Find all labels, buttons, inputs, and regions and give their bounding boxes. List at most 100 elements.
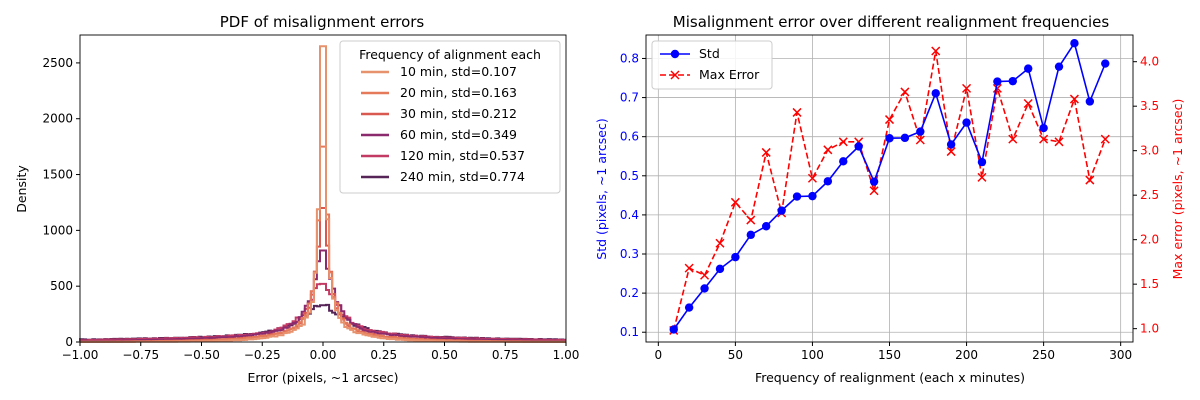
chart1-x-axis-label: Error (pixels, ~1 arcsec) — [247, 370, 398, 385]
chart2-left-y-tick-label: 0.8 — [620, 51, 639, 65]
chart2-x-ticks: 0 50 100 150 200 250 300 — [655, 342, 1132, 362]
histogram-series-5 — [79, 303, 566, 342]
max-error-point — [869, 186, 879, 196]
std-point — [1101, 59, 1110, 68]
chart2-right-y-tick-label: 1.0 — [1140, 322, 1159, 336]
chart1-y-ticks: 0 500 1000 1500 2000 2500 — [42, 56, 80, 349]
chart1-y-axis-label: Density — [14, 165, 29, 213]
chart2-left-y-tick-label: 0.1 — [620, 325, 639, 339]
std-point — [962, 118, 971, 127]
std-point — [854, 142, 863, 151]
chart2-right-y-tick-label: 3.0 — [1140, 144, 1159, 158]
chart2-left-y-tick-label: 0.4 — [620, 208, 639, 222]
max-error-point — [1085, 175, 1095, 185]
chart1-x-tick-label: −0.75 — [122, 348, 159, 362]
chart2-left-y-tick-label: 0.2 — [620, 286, 639, 300]
max-error-point — [1008, 134, 1018, 144]
std-point — [700, 284, 709, 293]
chart1-legend-title: Frequency of alignment each — [359, 47, 541, 62]
max-error-line — [672, 50, 1107, 331]
histogram-series-4 — [79, 282, 566, 342]
max-error-point — [746, 215, 756, 225]
std-point — [869, 177, 879, 186]
chart2-left-y-tick-label: 0.7 — [620, 91, 639, 105]
max-error-point — [1054, 137, 1064, 147]
chart1-y-tick-label: 500 — [50, 279, 73, 293]
std-point — [746, 230, 755, 240]
std-point — [1039, 123, 1048, 133]
max-error-point — [792, 107, 802, 117]
chart2-legend-entry-std: Std — [699, 46, 720, 61]
chart1-legend: Frequency of alignment each 10 min, std=… — [339, 40, 561, 194]
std-point — [993, 77, 1002, 86]
chart1-legend-box — [339, 40, 561, 194]
chart2-left-y-tick-label: 0.3 — [620, 247, 639, 261]
max-error-point — [992, 83, 1002, 93]
chart2-x-tick-label: 50 — [728, 348, 743, 362]
chart1-x-tick-label: −0.50 — [183, 348, 220, 362]
max-error-point — [715, 238, 725, 248]
chart1-x-tick-label: 0.75 — [492, 348, 519, 362]
max-error-point — [977, 172, 987, 182]
chart1-legend-entry: 120 min, std=0.537 — [400, 148, 525, 163]
chart1-x-ticks: −1.00 −0.75 −0.50 −0.25 0.00 0.25 0.50 0.75 1.00 — [62, 342, 580, 362]
chart2-legend-max-marker — [670, 70, 680, 80]
chart2-title: Misalignment error over different realig… — [673, 13, 1110, 31]
chart2-left-y-tick-label: 0.6 — [620, 130, 639, 144]
max-error-point — [1023, 98, 1033, 109]
std-point — [808, 191, 817, 201]
max-error-point — [900, 87, 910, 97]
chart2-x-tick-label: 250 — [1032, 348, 1055, 362]
max-error-point — [915, 135, 925, 145]
max-error-point — [946, 147, 956, 157]
std-point — [823, 177, 833, 186]
std-point — [946, 140, 956, 149]
chart1-legend-entry: 30 min, std=0.212 — [400, 106, 517, 121]
std-point — [885, 134, 894, 143]
std-point — [1024, 64, 1033, 73]
max-error-point — [823, 145, 833, 155]
chart1-legend-entry: 240 min, std=0.774 — [400, 169, 525, 184]
chart2-series-group — [669, 39, 1110, 335]
chart1-y-tick-label: 0 — [65, 335, 73, 349]
chart2-legend: Std Max Error — [651, 40, 773, 90]
chart2-legend-std-marker — [670, 49, 680, 59]
chart2-left-y-axis-label: Std (pixels, ~1 arcsec) — [594, 118, 609, 259]
max-error-point — [700, 270, 710, 280]
line-chart: Misalignment error over different realig… — [594, 13, 1185, 385]
chart1-x-tick-label: −0.25 — [244, 348, 281, 362]
std-point — [777, 206, 786, 215]
max-error-point — [807, 173, 817, 183]
chart2-x-tick-label: 150 — [878, 348, 901, 362]
std-point — [977, 157, 987, 167]
chart1-y-tick-label: 1000 — [42, 223, 73, 237]
chart1-legend-entry: 60 min, std=0.349 — [400, 127, 517, 142]
chart1-y-tick-label: 1500 — [42, 168, 73, 182]
std-point — [1008, 76, 1017, 86]
chart2-right-y-axis-label: Max error (pixels, ~1 arcsec) — [1170, 99, 1185, 280]
chart2-right-y-tick-label: 2.5 — [1140, 188, 1159, 202]
histogram-series-2 — [79, 207, 566, 343]
chart2-left-y-tick-label: 0.5 — [620, 169, 639, 183]
max-error-point — [730, 197, 740, 207]
chart1-y-tick-label: 2500 — [42, 56, 73, 70]
chart1-title: PDF of misalignment errors — [220, 13, 425, 31]
chart2-x-axis-label: Frequency of realignment (each x minutes… — [755, 370, 1025, 385]
max-error-point — [1069, 94, 1079, 104]
std-point — [792, 192, 802, 201]
chart1-x-tick-label: 0.00 — [310, 348, 337, 362]
std-point — [715, 264, 725, 274]
std-point — [762, 222, 771, 231]
chart2-right-y-ticks: 1.0 1.5 2.0 2.5 3.0 3.5 4.0 — [1133, 55, 1159, 336]
std-point — [931, 89, 940, 98]
std-point — [1070, 39, 1079, 48]
chart1-x-tick-label: 1.00 — [553, 348, 580, 362]
max-error-point — [761, 147, 771, 157]
chart1-x-tick-label: 0.50 — [431, 348, 458, 362]
chart2-legend-entry-max-error: Max Error — [699, 67, 760, 82]
std-point — [916, 127, 925, 136]
std-point — [1054, 62, 1064, 71]
std-point — [669, 325, 678, 334]
chart1-x-tick-label: 0.25 — [370, 348, 397, 362]
chart1-legend-entry: 20 min, std=0.163 — [400, 85, 517, 100]
